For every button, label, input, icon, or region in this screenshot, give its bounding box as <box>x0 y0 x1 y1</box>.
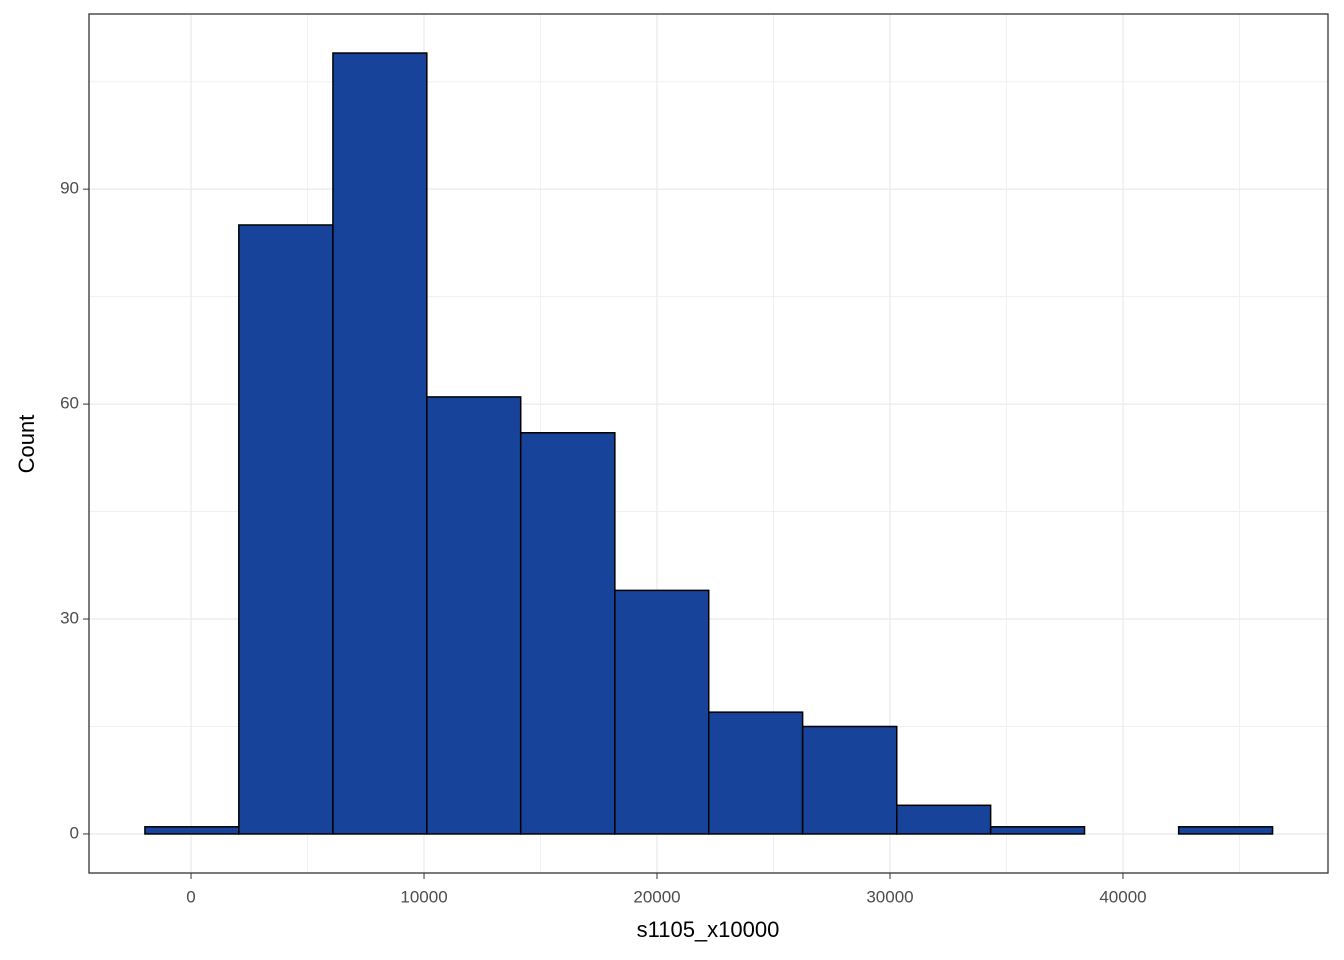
x-tick-label: 0 <box>186 887 195 906</box>
x-tick-label: 40000 <box>1099 887 1146 906</box>
bar <box>426 396 522 835</box>
bar <box>519 432 616 835</box>
x-axis-title: s1105_x10000 <box>637 917 780 942</box>
bar <box>238 224 334 835</box>
y-tick-label: 90 <box>60 179 79 198</box>
bar <box>801 725 898 835</box>
x-tick-label: 30000 <box>866 887 913 906</box>
y-axis-title: Count <box>14 415 39 474</box>
bar <box>707 711 804 835</box>
y-tick-label: 30 <box>60 609 79 628</box>
plot-border <box>88 13 1329 874</box>
x-tick-label: 20000 <box>633 887 680 906</box>
bar <box>1177 826 1274 835</box>
bar <box>332 52 428 835</box>
bar <box>614 589 710 835</box>
bar <box>989 826 1086 835</box>
bar <box>144 826 240 835</box>
bar <box>895 804 992 835</box>
x-tick-label: 10000 <box>400 887 447 906</box>
y-tick-label: 60 <box>60 394 79 413</box>
y-tick-label: 0 <box>70 823 79 842</box>
